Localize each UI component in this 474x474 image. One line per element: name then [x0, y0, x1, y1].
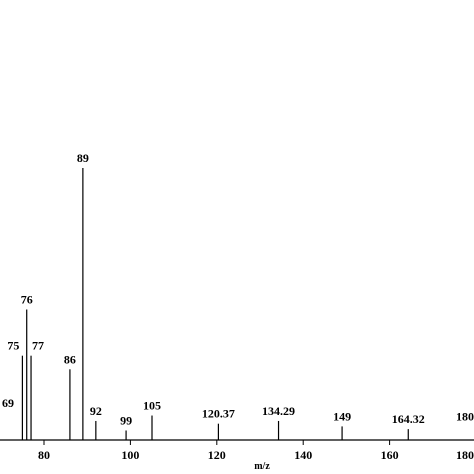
peak-label: 105	[143, 399, 161, 413]
peak-label: 75	[7, 339, 19, 353]
peak-label: 164.32	[392, 412, 425, 426]
x-ticks: 80 100 120 140 160 180	[38, 440, 474, 462]
x-tick-label: 180	[456, 448, 474, 462]
peak-label: 76	[21, 292, 33, 306]
peak-label: 89	[77, 151, 89, 165]
peak-label: 86	[64, 352, 76, 366]
peaks-group: 69 75 76 77 86 89 92 99 105 120.37 134.29 149 164.32…	[2, 151, 474, 440]
peak-label: 99	[120, 413, 132, 427]
peak-label: 69	[2, 396, 14, 410]
x-tick-label: 100	[121, 448, 139, 462]
peak-label: 180	[456, 409, 474, 423]
x-axis-title: m/z	[254, 461, 270, 472]
peak-label: 77	[32, 339, 44, 353]
x-tick-label: 160	[381, 448, 399, 462]
x-tick-label: 80	[38, 448, 50, 462]
x-tick-label: 140	[294, 448, 312, 462]
peak-label: 149	[333, 409, 351, 423]
peak-label: 134.29	[262, 404, 295, 418]
x-tick-label: 120	[208, 448, 226, 462]
peak-label: 120.37	[202, 407, 235, 421]
peak-label: 92	[90, 404, 102, 418]
